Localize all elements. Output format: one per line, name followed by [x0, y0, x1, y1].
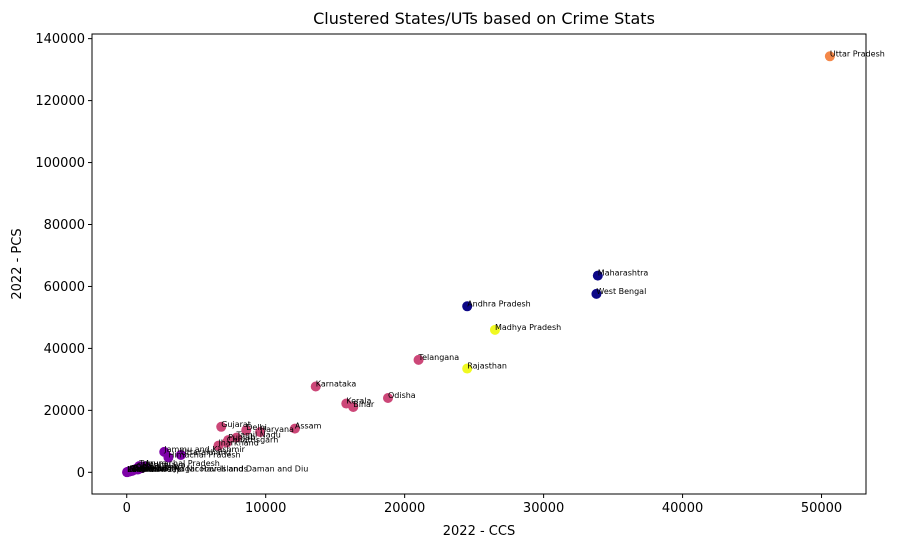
point-label: Assam: [295, 422, 322, 431]
data-point: [216, 421, 227, 432]
point-label: West Bengal: [596, 287, 646, 296]
y-tick-label: 60000: [44, 280, 85, 295]
data-point: [348, 401, 359, 412]
plot-frame: [91, 33, 867, 495]
x-tick-label: 0: [123, 501, 131, 516]
point-label: Uttarakhand: [181, 448, 231, 457]
y-tick-label: 140000: [35, 32, 85, 47]
data-point: [462, 363, 473, 374]
y-tick-label: 80000: [44, 218, 85, 233]
x-tick-label: 50000: [801, 501, 842, 516]
point-label: Dadra and Nagar Haveli and Daman and Diu: [130, 464, 309, 473]
point-label: Odisha: [388, 391, 416, 400]
point-label: Tamil Nadu: [236, 431, 281, 440]
data-point: [462, 301, 473, 312]
x-tick-label: 40000: [662, 501, 703, 516]
point-label: Meghalaya: [142, 461, 186, 470]
x-tick-label: 30000: [523, 501, 564, 516]
point-label: Kerala: [346, 397, 371, 406]
point-label: Chandigarh: [134, 463, 180, 472]
point-label: Uttar Pradesh: [830, 49, 885, 58]
point-label: Andhra Pradesh: [467, 299, 531, 308]
point-label: Delhi: [246, 423, 267, 432]
x-axis: 0 10000 20000 30000 40000 50000: [123, 494, 842, 516]
y-tick-label: 40000: [44, 342, 85, 357]
point-label: Maharashtra: [598, 269, 649, 278]
point-label: Telangana: [418, 353, 460, 362]
data-point: [163, 452, 174, 463]
point-label: Arunachal Pradesh: [145, 459, 220, 468]
data-point: [289, 423, 300, 434]
point-label: Jharkhand: [217, 439, 258, 448]
data-point: [241, 425, 252, 436]
data-points: Uttar Pradesh Maharashtra West Bengal Andhr…: [122, 49, 885, 478]
point-label: Karnataka: [316, 380, 357, 389]
point-label: Jammu and Kashmir: [163, 445, 245, 454]
data-point: [124, 466, 135, 477]
point-label: Ladakh: [127, 465, 156, 474]
point-label: Gujarat: [221, 420, 251, 429]
data-point: [310, 381, 321, 392]
data-point: [591, 288, 602, 299]
point-label: Lakshadweep: [127, 465, 182, 474]
point-label: Haryana: [260, 425, 294, 434]
data-point: [175, 449, 186, 460]
data-point: [231, 432, 242, 443]
y-tick-label: 0: [77, 466, 85, 481]
data-point: [824, 51, 835, 62]
x-tick-label: 20000: [384, 501, 425, 516]
y-tick-label: 100000: [35, 156, 85, 171]
data-point: [255, 427, 266, 438]
data-point: [413, 354, 424, 365]
point-label: Puducherry: [132, 464, 178, 473]
y-tick-label: 120000: [35, 94, 85, 109]
data-point: [213, 440, 224, 451]
x-axis-label: 2022 - CCS: [443, 524, 515, 539]
point-label: Rajasthan: [467, 362, 507, 371]
point-label: Punjab: [228, 433, 255, 442]
y-axis: 0 20000 40000 60000 80000 100000 120000 140000: [35, 32, 92, 481]
data-point: [592, 270, 603, 281]
data-point: [382, 392, 393, 403]
point-label: Goa: [136, 462, 152, 471]
point-label: Andaman and Nicobar Islands: [128, 465, 248, 474]
data-point: [489, 324, 500, 335]
y-tick-label: 20000: [44, 404, 85, 419]
data-point: [221, 437, 232, 448]
chart-title: Clustered States/UTs based on Crime Stat…: [313, 9, 655, 28]
point-label: Chhattisgarh: [227, 436, 279, 445]
point-label: Himachal Pradesh: [168, 450, 240, 459]
point-label: Nagaland: [130, 464, 168, 473]
point-label: Tripura: [138, 459, 167, 468]
point-label: Bihar: [353, 400, 375, 409]
y-axis-label: 2022 - PCS: [10, 228, 25, 299]
point-label: Manipur: [138, 463, 171, 472]
point-label: Mizoram: [131, 464, 165, 473]
point-label: Madhya Pradesh: [495, 323, 561, 332]
point-label: Sikkim: [129, 465, 156, 474]
x-tick-label: 10000: [245, 501, 286, 516]
